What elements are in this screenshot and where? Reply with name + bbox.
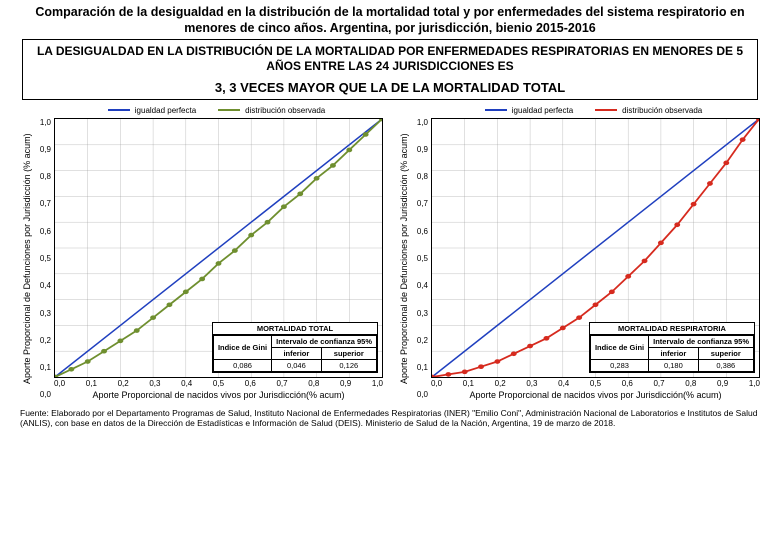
legend-label: distribución observada — [622, 106, 702, 115]
chart-right-legend: igualdad perfecta distribución observada — [397, 106, 760, 115]
gini-sup-label: superior — [698, 347, 753, 359]
x-axis-label: Aporte Proporcional de nacidos vivos por… — [431, 390, 760, 400]
legend-perfect: igualdad perfecta — [485, 106, 573, 115]
legend-swatch-perfect — [485, 109, 507, 111]
plot-area-right: MORTALIDAD RESPIRATORIA Indice de Gini I… — [431, 118, 760, 378]
gini-ci-label: Intervalo de confianza 95% — [649, 335, 754, 347]
gini-row-label: Indice de Gini — [213, 335, 271, 359]
gini-ci-label: Intervalo de confianza 95% — [272, 335, 377, 347]
gini-row-label: Indice de Gini — [590, 335, 648, 359]
y-ticks: 1,00,90,80,70,60,50,40,30,20,10,0 — [34, 118, 51, 400]
chart-right: igualdad perfecta distribución observada… — [397, 106, 760, 400]
callout-line1: LA DESIGUALDAD EN LA DISTRIBUCIÓN DE LA … — [29, 44, 751, 74]
gini-sup: 0,126 — [321, 359, 376, 371]
x-axis-label: Aporte Proporcional de nacidos vivos por… — [54, 390, 383, 400]
plot-area-left: MORTALIDAD TOTAL Indice de Gini Interval… — [54, 118, 383, 378]
legend-perfect: igualdad perfecta — [108, 106, 196, 115]
y-ticks: 1,00,90,80,70,60,50,40,30,20,10,0 — [411, 118, 428, 400]
gini-sup-label: superior — [321, 347, 376, 359]
gini-inf: 0,046 — [272, 359, 321, 371]
legend-observed: distribución observada — [595, 106, 702, 115]
callout-box: LA DESIGUALDAD EN LA DISTRIBUCIÓN DE LA … — [22, 39, 758, 100]
legend-label: distribución observada — [245, 106, 325, 115]
gini-box-left: MORTALIDAD TOTAL Indice de Gini Interval… — [212, 322, 378, 373]
legend-observed: distribución observada — [218, 106, 325, 115]
page-title: Comparación de la desigualdad en la dist… — [10, 4, 770, 37]
gini-title: MORTALIDAD TOTAL — [213, 323, 377, 335]
legend-swatch-perfect — [108, 109, 130, 111]
gini-inf-label: inferior — [272, 347, 321, 359]
chart-left-legend: igualdad perfecta distribución observada — [20, 106, 383, 115]
legend-swatch-observed — [595, 109, 617, 111]
legend-label: igualdad perfecta — [512, 106, 573, 115]
callout-line2: 3, 3 VECES MAYOR QUE LA DE LA MORTALIDAD… — [29, 80, 751, 95]
y-axis-label: Aporte Proporcional de Defunciones por J… — [20, 118, 34, 400]
gini-title: MORTALIDAD RESPIRATORIA — [590, 323, 754, 335]
gini-inf-label: inferior — [649, 347, 698, 359]
legend-label: igualdad perfecta — [135, 106, 196, 115]
gini-value: 0,283 — [590, 359, 648, 371]
x-ticks: 0,00,10,20,30,40,50,60,70,80,91,0 — [54, 378, 383, 388]
legend-swatch-observed — [218, 109, 240, 111]
x-ticks: 0,00,10,20,30,40,50,60,70,80,91,0 — [431, 378, 760, 388]
y-axis-label: Aporte Proporcional de Defunciones por J… — [397, 118, 411, 400]
source-note: Fuente: Elaborado por el Departamento Pr… — [10, 400, 770, 428]
gini-inf: 0,180 — [649, 359, 698, 371]
gini-value: 0,086 — [213, 359, 271, 371]
gini-sup: 0,386 — [698, 359, 753, 371]
gini-box-right: MORTALIDAD RESPIRATORIA Indice de Gini I… — [589, 322, 755, 373]
chart-left: igualdad perfecta distribución observada… — [20, 106, 383, 400]
